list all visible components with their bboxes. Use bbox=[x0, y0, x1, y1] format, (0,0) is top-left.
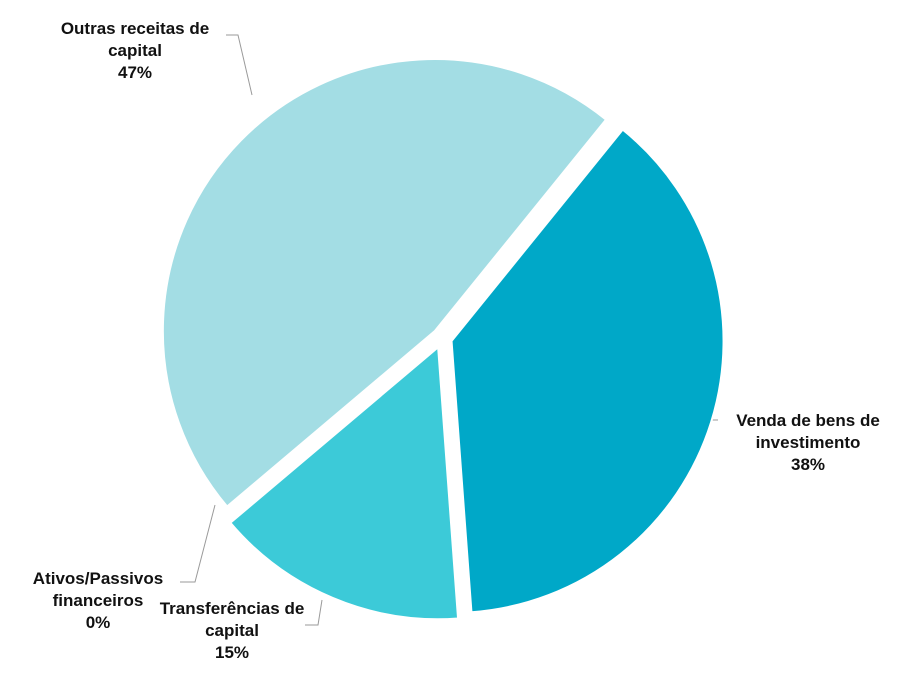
value-label: 38% bbox=[790, 455, 826, 474]
value-label: 15% bbox=[214, 643, 250, 662]
pie-slice bbox=[228, 345, 460, 621]
value-label: 47% bbox=[117, 63, 153, 82]
leader-line bbox=[226, 34, 253, 96]
slice-label: Transferências de capital 15% bbox=[147, 598, 317, 664]
category-label: Transferências de capital bbox=[159, 599, 305, 640]
leader-line bbox=[305, 599, 323, 626]
pie-slice bbox=[161, 58, 608, 508]
category-label: Venda de bens de investimento bbox=[736, 411, 880, 452]
slice-label: Venda de bens de investimento 38% bbox=[723, 410, 893, 476]
category-label: Ativos/Passivos financeiros bbox=[32, 569, 164, 610]
slice-label: Outras receitas de capital 47% bbox=[40, 18, 230, 84]
value-label: 0% bbox=[85, 613, 111, 632]
pie-slice bbox=[225, 343, 436, 521]
pie-slice bbox=[450, 128, 725, 614]
category-label: Outras receitas de capital bbox=[60, 19, 210, 60]
slice-label: Ativos/Passivos financeiros 0% bbox=[13, 568, 183, 634]
leader-line bbox=[180, 504, 216, 583]
